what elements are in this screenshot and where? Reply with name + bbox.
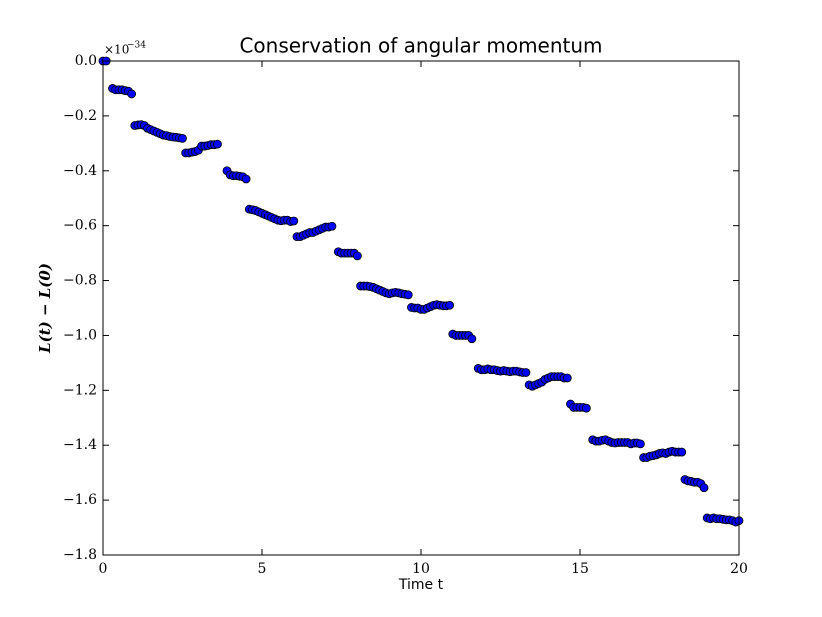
chart-title: Conservation of angular momentum xyxy=(239,34,602,58)
y-tick-label: −1.4 xyxy=(63,437,97,453)
y-axis-label: L(t) − L(0) xyxy=(36,263,54,354)
x-tick-label: 20 xyxy=(730,561,748,577)
point xyxy=(521,368,531,377)
y-tick-label: −0.6 xyxy=(63,218,97,234)
point xyxy=(241,174,251,184)
y-tick-label: −1.2 xyxy=(63,382,97,398)
y-tick-label: 0.0 xyxy=(75,53,97,69)
x-tick-label: 10 xyxy=(412,561,430,577)
point xyxy=(562,373,572,383)
x-tick-label: 5 xyxy=(258,561,267,577)
y-tick-label: −0.4 xyxy=(63,163,97,179)
y-tick-label: −1.0 xyxy=(63,327,97,343)
point xyxy=(178,133,187,143)
point xyxy=(677,447,687,457)
x-tick-label: 15 xyxy=(571,561,589,577)
point xyxy=(213,139,222,149)
point xyxy=(289,216,299,226)
y-tick-label: −1.8 xyxy=(63,547,97,563)
point xyxy=(467,334,477,344)
point xyxy=(127,89,137,99)
y-offset-exponent: −34 xyxy=(127,41,146,51)
y-tick-label: −0.2 xyxy=(63,108,97,124)
point xyxy=(636,439,645,449)
point xyxy=(445,300,455,310)
x-tick-label: 0 xyxy=(99,561,108,577)
points xyxy=(98,56,744,527)
x-axis-label: Time t xyxy=(398,577,444,593)
y-offset-base: ×10 xyxy=(104,43,129,57)
point xyxy=(327,221,337,231)
y-tick-label: −1.6 xyxy=(63,492,97,508)
y-tick-label: −0.8 xyxy=(63,273,97,289)
point xyxy=(352,251,362,261)
point xyxy=(403,290,413,300)
point xyxy=(699,483,709,493)
point xyxy=(581,403,591,413)
